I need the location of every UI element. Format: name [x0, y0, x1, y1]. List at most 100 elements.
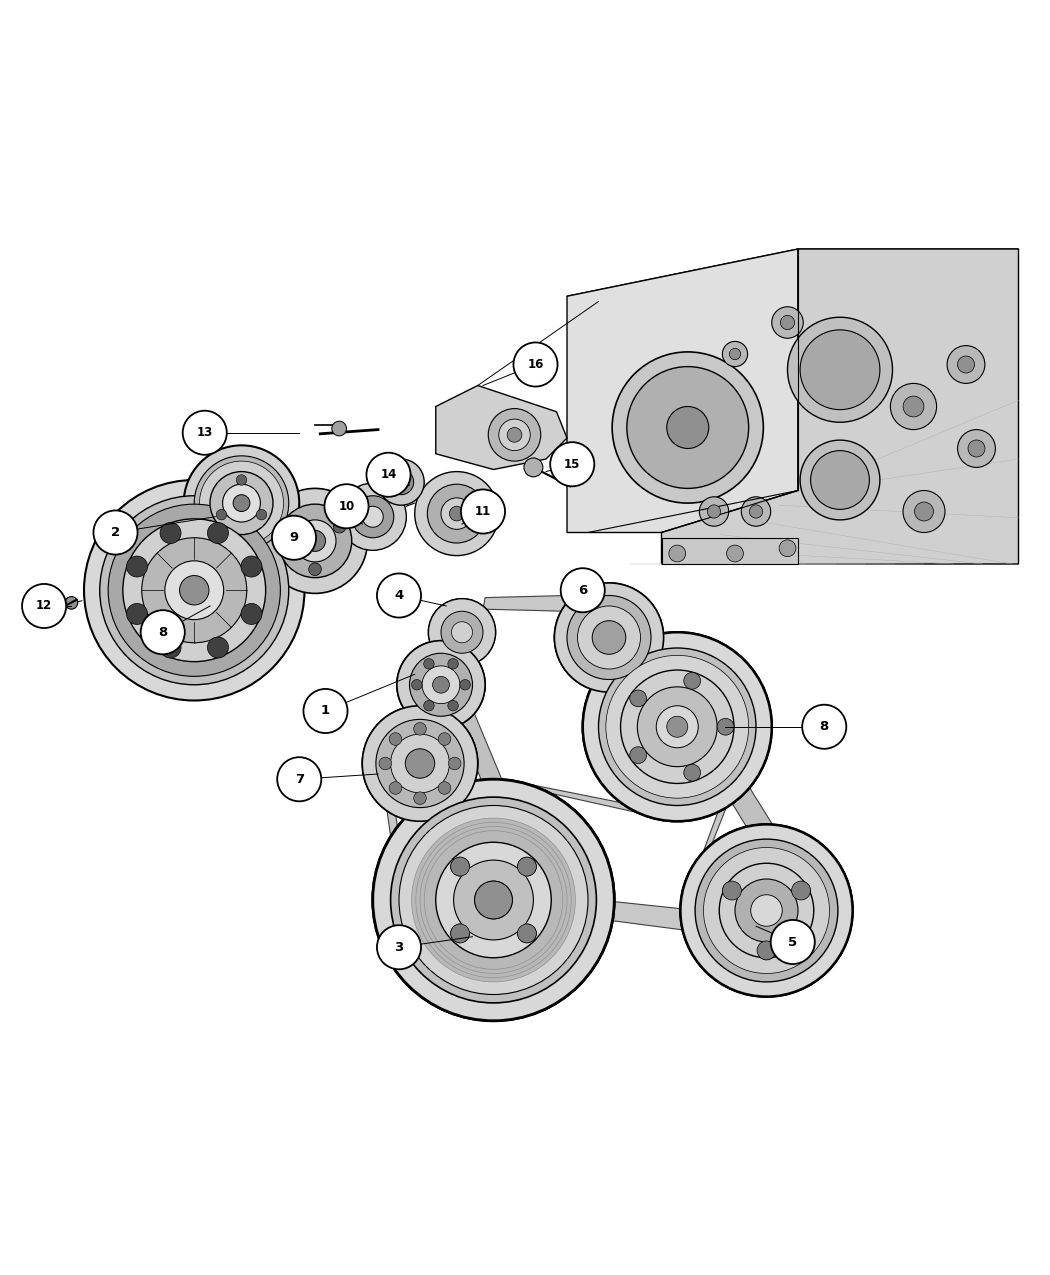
Circle shape	[223, 484, 260, 521]
Circle shape	[460, 680, 470, 690]
Circle shape	[507, 427, 522, 442]
Text: 8: 8	[820, 720, 828, 733]
Text: 10: 10	[338, 500, 355, 513]
Circle shape	[433, 676, 449, 694]
Circle shape	[285, 520, 297, 533]
Text: 12: 12	[36, 599, 52, 612]
Circle shape	[208, 638, 229, 658]
Circle shape	[379, 757, 392, 770]
Circle shape	[903, 397, 924, 417]
Circle shape	[452, 622, 472, 643]
Circle shape	[958, 430, 995, 468]
Circle shape	[567, 595, 651, 680]
Circle shape	[750, 505, 762, 518]
Text: 13: 13	[196, 426, 213, 440]
Circle shape	[612, 352, 763, 504]
Circle shape	[399, 806, 588, 994]
Circle shape	[448, 757, 461, 770]
Circle shape	[160, 638, 181, 658]
Circle shape	[518, 924, 537, 942]
Circle shape	[415, 472, 499, 556]
Circle shape	[699, 497, 729, 527]
Circle shape	[779, 539, 796, 557]
Circle shape	[377, 574, 421, 617]
Circle shape	[727, 546, 743, 562]
Circle shape	[461, 490, 505, 533]
Circle shape	[352, 496, 394, 538]
Circle shape	[414, 723, 426, 736]
Text: 9: 9	[290, 532, 298, 544]
Circle shape	[447, 659, 458, 669]
Circle shape	[792, 881, 811, 900]
Circle shape	[448, 757, 461, 770]
Circle shape	[378, 459, 424, 505]
Circle shape	[771, 921, 815, 964]
Circle shape	[304, 530, 326, 551]
Circle shape	[513, 343, 558, 386]
Circle shape	[656, 706, 698, 747]
Circle shape	[390, 782, 402, 794]
Circle shape	[423, 700, 435, 711]
Circle shape	[450, 857, 469, 876]
Circle shape	[717, 718, 734, 736]
Circle shape	[454, 861, 533, 940]
Circle shape	[518, 857, 537, 876]
Circle shape	[630, 747, 647, 764]
Circle shape	[210, 472, 273, 534]
Circle shape	[412, 819, 575, 982]
Circle shape	[93, 510, 138, 555]
Circle shape	[667, 407, 709, 449]
Circle shape	[719, 863, 814, 958]
Circle shape	[637, 687, 717, 766]
Circle shape	[780, 315, 795, 329]
Circle shape	[123, 519, 266, 662]
Circle shape	[142, 538, 247, 643]
Polygon shape	[598, 585, 777, 831]
Polygon shape	[436, 385, 567, 469]
Circle shape	[890, 384, 937, 430]
Circle shape	[65, 597, 78, 609]
Polygon shape	[693, 687, 766, 891]
Circle shape	[598, 648, 756, 806]
Circle shape	[454, 861, 533, 940]
Circle shape	[391, 734, 449, 793]
Circle shape	[390, 733, 402, 746]
Circle shape	[741, 497, 771, 527]
Circle shape	[100, 496, 289, 685]
Circle shape	[554, 583, 664, 692]
Polygon shape	[662, 249, 1018, 564]
Circle shape	[141, 611, 185, 654]
Circle shape	[438, 733, 450, 746]
Circle shape	[377, 926, 421, 969]
Circle shape	[441, 497, 472, 529]
Text: 6: 6	[579, 584, 587, 597]
Circle shape	[441, 611, 483, 653]
Circle shape	[438, 782, 450, 794]
Circle shape	[420, 826, 567, 974]
Circle shape	[561, 569, 605, 612]
Circle shape	[449, 506, 464, 521]
Circle shape	[391, 797, 596, 1003]
Text: 14: 14	[380, 468, 397, 481]
Circle shape	[441, 611, 483, 653]
Circle shape	[423, 659, 435, 669]
Circle shape	[410, 653, 472, 717]
Circle shape	[800, 440, 880, 520]
Circle shape	[324, 484, 369, 528]
Circle shape	[583, 632, 772, 821]
Circle shape	[412, 680, 422, 690]
Circle shape	[362, 506, 383, 528]
Circle shape	[730, 348, 740, 360]
Circle shape	[475, 881, 512, 919]
Circle shape	[424, 831, 563, 969]
Circle shape	[422, 666, 460, 704]
Circle shape	[242, 556, 262, 578]
Circle shape	[680, 825, 853, 997]
Circle shape	[598, 648, 756, 806]
Circle shape	[278, 504, 352, 578]
Circle shape	[438, 733, 450, 746]
Circle shape	[708, 505, 720, 518]
Circle shape	[397, 640, 485, 729]
Circle shape	[438, 782, 450, 794]
Circle shape	[126, 603, 147, 625]
